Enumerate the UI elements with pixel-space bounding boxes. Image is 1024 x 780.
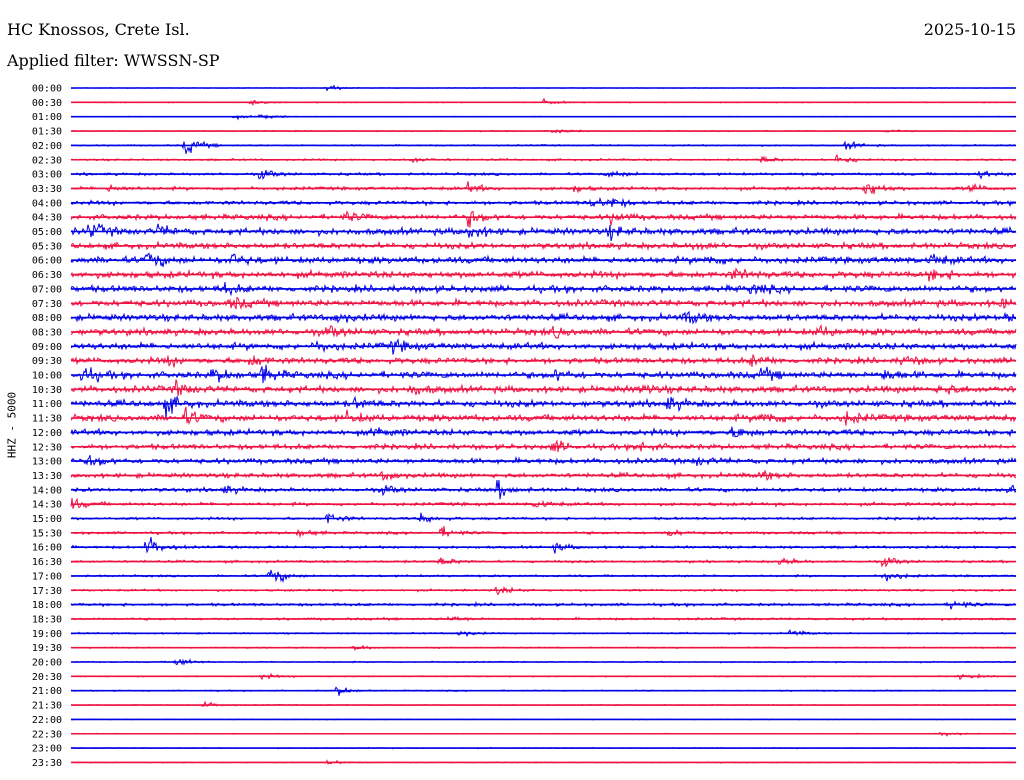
row-time-label: 15:30 — [32, 528, 62, 539]
row-time-label: 13:00 — [32, 457, 62, 468]
trace-line — [70, 600, 1017, 610]
row-time-label: 01:30 — [32, 127, 62, 138]
row-time-label: 19:30 — [32, 643, 62, 654]
row-time-label: 10:30 — [32, 385, 62, 396]
row-time-label: 11:30 — [32, 414, 62, 425]
row-time-label: 20:30 — [32, 672, 62, 683]
row-time-label: 09:30 — [32, 356, 62, 367]
row-time-label: 04:30 — [32, 213, 62, 224]
row-time-label: 21:00 — [32, 686, 62, 697]
row-time-label: 19:00 — [32, 629, 62, 640]
row-time-label: 11:00 — [32, 399, 62, 410]
row-time-label: 08:00 — [32, 313, 62, 324]
row-time-label: 00:30 — [32, 98, 62, 109]
record-date: 2025-10-15 — [923, 20, 1016, 39]
row-time-label: 16:00 — [32, 543, 62, 554]
row-time-label: 03:00 — [32, 170, 62, 181]
row-time-label: 12:00 — [32, 428, 62, 439]
trace-line — [70, 210, 1017, 228]
row-time-label: 08:30 — [32, 327, 62, 338]
trace-line — [70, 526, 1017, 539]
row-time-label: 15:00 — [32, 514, 62, 525]
row-time-label: 12:30 — [32, 442, 62, 453]
trace-line — [70, 153, 1017, 164]
row-time-label: 00:00 — [32, 84, 62, 95]
row-time-label: 14:30 — [32, 500, 62, 511]
row-time-label: 05:30 — [32, 241, 62, 252]
row-time-label: 02:30 — [32, 155, 62, 166]
row-time-label: 04:00 — [32, 198, 62, 209]
row-time-label: 06:30 — [32, 270, 62, 281]
trace-line — [70, 140, 1017, 154]
row-time-label: 10:00 — [32, 371, 62, 382]
row-time-label: 21:30 — [32, 701, 62, 712]
row-time-label: 07:00 — [32, 284, 62, 295]
row-time-label: 02:00 — [32, 141, 62, 152]
row-time-label: 05:00 — [32, 227, 62, 238]
station-title: HC Knossos, Crete Isl. — [7, 20, 190, 39]
row-time-label: 22:00 — [32, 715, 62, 726]
row-time-label: 07:30 — [32, 299, 62, 310]
trace-line — [70, 406, 1017, 426]
row-time-label: 13:30 — [32, 471, 62, 482]
row-time-label: 06:00 — [32, 256, 62, 267]
trace-line — [70, 469, 1017, 482]
row-time-label: 16:30 — [32, 557, 62, 568]
row-time-label: 17:30 — [32, 586, 62, 597]
row-time-label: 09:00 — [32, 342, 62, 353]
filter-label: Applied filter: WWSSN-SP — [7, 51, 220, 70]
trace-line — [70, 338, 1017, 355]
row-time-label: 23:30 — [32, 758, 62, 769]
row-time-label: 18:00 — [32, 600, 62, 611]
trace-line — [70, 537, 1017, 554]
row-time-label: 18:30 — [32, 614, 62, 625]
trace-line — [70, 364, 1017, 384]
row-time-label: 22:30 — [32, 729, 62, 740]
row-time-label: 03:30 — [32, 184, 62, 195]
row-time-label: 23:00 — [32, 744, 62, 755]
row-time-label: 01:00 — [32, 112, 62, 123]
trace-line — [70, 379, 1017, 397]
row-time-label: 17:00 — [32, 571, 62, 582]
trace-line — [70, 686, 1017, 696]
row-time-label: 14:00 — [32, 485, 62, 496]
row-time-label: 20:00 — [32, 658, 62, 669]
